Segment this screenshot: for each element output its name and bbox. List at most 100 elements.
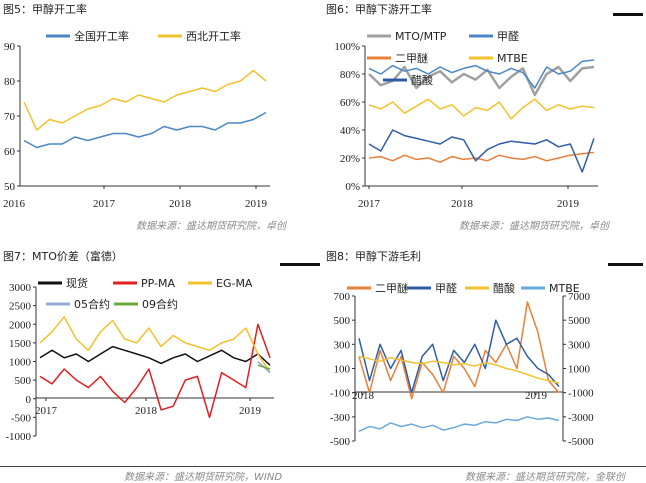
chart-title: 图5：甲醇开工率 bbox=[3, 3, 87, 16]
y-tick-label-right: -1000 bbox=[568, 388, 594, 400]
y-tick-label-right: 1000 bbox=[568, 364, 591, 376]
title-rule bbox=[280, 263, 320, 266]
series-line bbox=[358, 416, 560, 432]
y-tick-label: 1500 bbox=[9, 338, 32, 350]
y-tick-label: 60 bbox=[4, 146, 16, 158]
x-tick-label: 2017 bbox=[35, 405, 58, 417]
series-line bbox=[358, 301, 560, 400]
y-tick-label: 2500 bbox=[9, 301, 32, 313]
x-tick-label: 2018 bbox=[169, 198, 192, 210]
series-line bbox=[368, 59, 595, 89]
y-tick-label: 700 bbox=[334, 291, 351, 303]
y-tick-label: -300 bbox=[330, 412, 351, 424]
legend-label: 西北开工率 bbox=[186, 29, 241, 43]
legend-label: MTO/MTP bbox=[395, 30, 447, 43]
chart-panel-8: 图8：甲醇下游毛利 -500 -300 -100 100 300 500 700 -5000-… bbox=[323, 243, 646, 483]
x-tick-label: 2016 bbox=[3, 198, 26, 210]
source-note: 数据来源：盛达期货研究院，WIND bbox=[124, 472, 283, 483]
x-tick-label: 2018 bbox=[352, 390, 375, 402]
y-tick-label: 50 bbox=[4, 181, 16, 193]
y-tick-label: 90 bbox=[4, 41, 16, 53]
legend-label: 二甲醚 bbox=[375, 281, 408, 295]
chart-svg: -500 -300 -100 100 300 500 700 -5000 -3000 -1000 1… bbox=[330, 281, 594, 448]
series-line bbox=[358, 355, 560, 384]
legend-label: PP-MA bbox=[141, 277, 175, 290]
y-tick-label: 2000 bbox=[9, 319, 32, 331]
y-tick-label: 1000 bbox=[9, 357, 32, 369]
legend-label: 甲醛 bbox=[435, 281, 457, 295]
series-line bbox=[39, 345, 271, 366]
legend: 二甲醚 甲醛 醋酸 MTBE bbox=[347, 281, 580, 295]
y-tick-label: 20% bbox=[340, 153, 360, 165]
x-tick-label: 2017 bbox=[93, 198, 116, 210]
chart-panel-5: 图5：甲醇开工率 50 60 70 80 90 2016 2017 2018 2019 全国开工率… bbox=[0, 0, 323, 240]
chart-svg: 0% 20% 40% 60% 80% 100% 2017 2018 2019 MTO/MTP 甲醛二… bbox=[334, 29, 598, 210]
legend: 现货 PP-MA EG-MA 05合约 09合约 bbox=[38, 276, 253, 311]
legend: 全国开工率 西北开工率 bbox=[46, 29, 241, 43]
chart-svg: 50 60 70 80 90 2016 2017 2018 2019 全国开工率 西北开工率 bbox=[3, 29, 270, 210]
series-line bbox=[39, 323, 271, 419]
series-line bbox=[23, 111, 267, 149]
y-tick-label: -100 bbox=[330, 388, 351, 400]
chart-title: 图8：甲醇下游毛利 bbox=[326, 250, 421, 263]
y-tick-label: 40% bbox=[340, 125, 360, 137]
y-tick-label-right: -5000 bbox=[568, 436, 594, 448]
chart-panel-6: 图6：甲醇下游开工率 0% 20% 40% 60% 80% 100% 2017 2018 201… bbox=[323, 0, 646, 240]
y-tick-label: 70 bbox=[4, 111, 16, 123]
legend-label: MTBE bbox=[497, 52, 528, 65]
legend-label: EG-MA bbox=[216, 277, 253, 290]
source-note: 数据来源：盛达期货研究院，金联创 bbox=[465, 472, 625, 483]
x-tick-label: 2019 bbox=[557, 198, 580, 210]
series-line bbox=[368, 98, 595, 120]
chart-title: 图6：甲醇下游开工率 bbox=[326, 3, 432, 16]
legend-label: 现货 bbox=[66, 276, 88, 290]
y-tick-label: 80% bbox=[340, 69, 360, 81]
y-tick-label: -500 bbox=[11, 412, 32, 424]
y-tick-label: 0 bbox=[26, 394, 32, 406]
y-tick-label: 100% bbox=[334, 41, 360, 53]
page-divider bbox=[0, 466, 646, 467]
title-rule bbox=[608, 263, 643, 266]
x-tick-label: 2019 bbox=[239, 405, 262, 417]
series-line bbox=[358, 319, 560, 394]
x-tick-label: 2019 bbox=[245, 198, 268, 210]
y-tick-label: 500 bbox=[334, 315, 351, 327]
legend-label: MTBE bbox=[549, 282, 580, 295]
x-tick-label: 2017 bbox=[358, 198, 381, 210]
y-tick-label: 3000 bbox=[9, 282, 32, 294]
series-line bbox=[39, 316, 271, 374]
chart-panel-7: 图7：MTO价差（富德） -1000 -500 0 500 1000 1500 2000 25… bbox=[0, 243, 323, 483]
y-tick-label: 100 bbox=[334, 364, 351, 376]
legend-label: 09合约 bbox=[142, 297, 178, 311]
y-tick-label: 300 bbox=[334, 339, 351, 351]
legend-label: 甲醛 bbox=[497, 29, 519, 43]
legend-label: 醋酸 bbox=[411, 73, 433, 87]
x-tick-label: 2018 bbox=[135, 405, 158, 417]
series-line bbox=[368, 151, 595, 163]
y-tick-label-right: 5000 bbox=[568, 315, 591, 327]
y-tick-label: 60% bbox=[340, 97, 360, 109]
legend-label: 05合约 bbox=[74, 297, 110, 311]
y-tick-label: -1000 bbox=[5, 431, 31, 443]
y-tick-label-right: 7000 bbox=[568, 291, 591, 303]
y-tick-label: 500 bbox=[15, 375, 32, 387]
legend-label: 全国开工率 bbox=[74, 29, 129, 43]
y-tick-label: -500 bbox=[330, 436, 351, 448]
y-tick-label: 80 bbox=[4, 76, 16, 88]
legend-label: 二甲醚 bbox=[395, 51, 428, 65]
source-note: 数据来源：盛达期货研究院，卓创 bbox=[459, 221, 609, 232]
legend-label: 醋酸 bbox=[493, 281, 515, 295]
y-tick-label: 0% bbox=[345, 181, 360, 193]
y-tick-label-right: -3000 bbox=[568, 412, 594, 424]
chart-title: 图7：MTO价差（富德） bbox=[3, 250, 123, 263]
chart-svg: -1000 -500 0 500 1000 1500 2000 2500 3000 2017 201… bbox=[5, 276, 274, 443]
title-rule bbox=[613, 13, 643, 16]
x-tick-label: 2018 bbox=[451, 198, 474, 210]
y-tick-label-right: 3000 bbox=[568, 339, 591, 351]
series-line bbox=[257, 364, 271, 370]
x-tick-label: 2019 bbox=[525, 390, 548, 402]
series-line bbox=[368, 129, 595, 173]
source-note: 数据来源：盛达期货研究院，卓创 bbox=[136, 221, 286, 232]
series-line bbox=[23, 69, 267, 131]
